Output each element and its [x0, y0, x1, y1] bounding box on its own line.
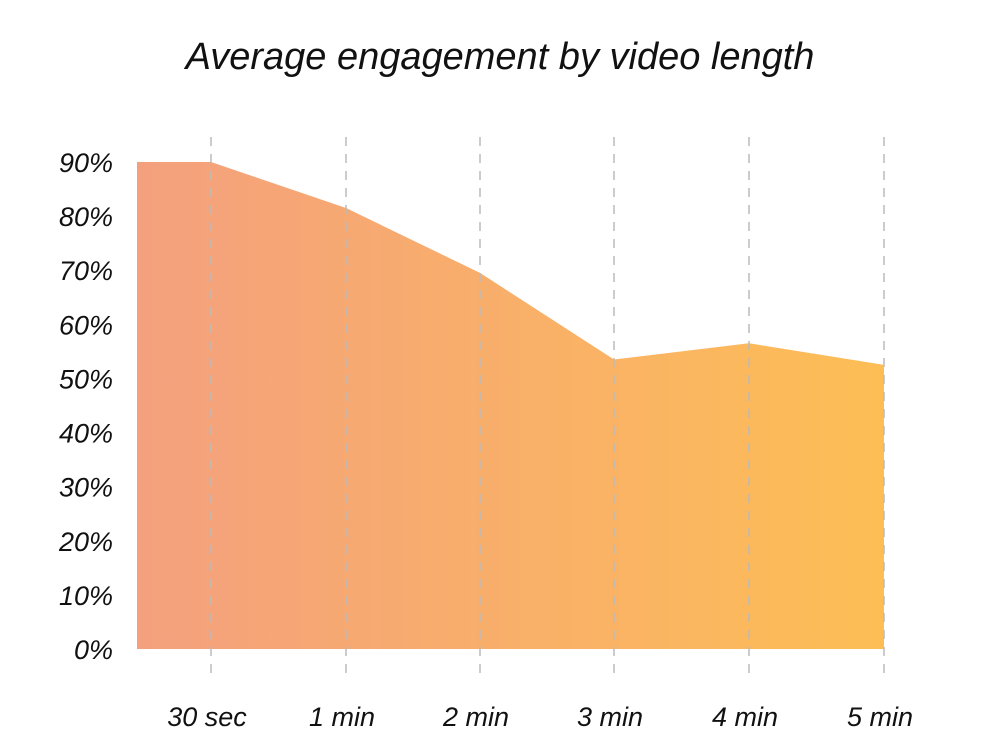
x-tick-label: 1 min [309, 702, 375, 732]
y-tick-label: 0% [74, 635, 113, 665]
y-tick-label: 70% [59, 256, 113, 286]
y-tick-label: 80% [59, 202, 113, 232]
chart-title: Average engagement by video length [185, 36, 815, 78]
x-tick-label: 30 sec [167, 702, 247, 732]
engagement-area [137, 162, 884, 649]
x-tick-label: 5 min [847, 702, 913, 732]
y-tick-label: 20% [58, 527, 113, 557]
y-tick-label: 10% [59, 581, 113, 611]
y-tick-label: 60% [59, 310, 113, 340]
y-tick-label: 90% [59, 148, 113, 178]
x-tick-label: 4 min [712, 702, 778, 732]
y-tick-label: 40% [59, 419, 113, 449]
x-tick-label: 2 min [442, 702, 509, 732]
x-tick-label: 3 min [577, 702, 643, 732]
y-tick-label: 30% [59, 473, 113, 503]
y-tick-label: 50% [59, 364, 113, 394]
